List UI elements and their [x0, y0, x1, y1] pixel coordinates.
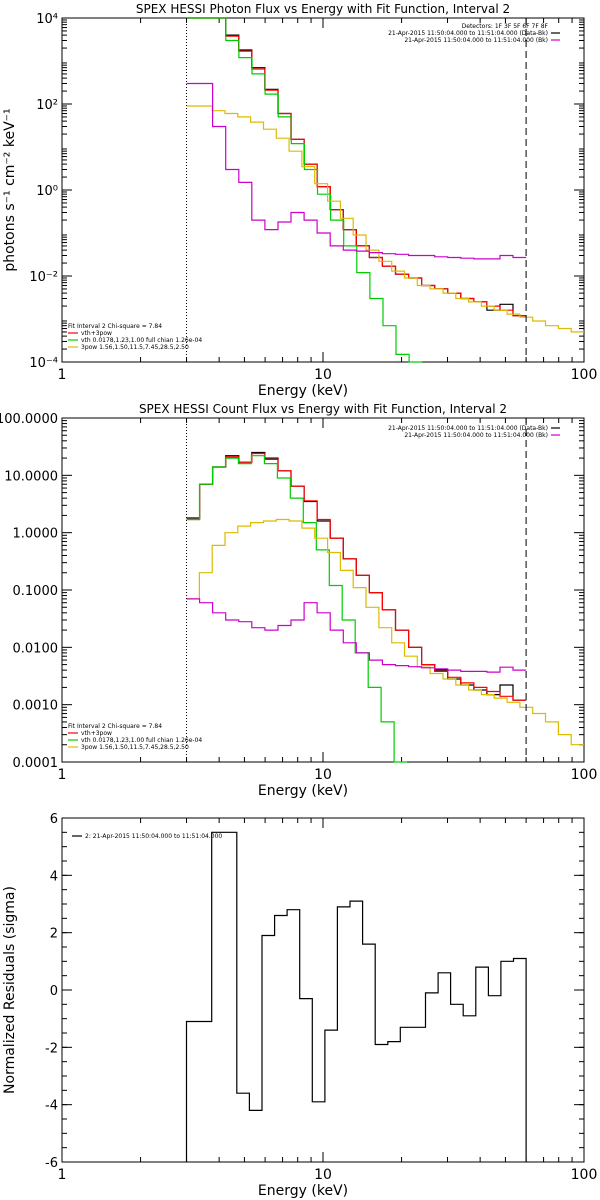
series-line-3 [186, 105, 584, 333]
plot-frame [61, 417, 585, 763]
y-tick-label: 10⁴ [36, 12, 58, 27]
x-axis-label: Energy (keV) [258, 783, 348, 799]
y-tick-label: 10⁻⁴ [29, 356, 58, 371]
y-tick-label: 100.0000 [0, 412, 58, 427]
y-tick-label: 10⁻² [29, 270, 58, 285]
legend-text: Fit Interval 2 Chi-square = 7.84 [68, 723, 162, 730]
series-line-4 [186, 82, 527, 260]
x-tick-label: 1 [58, 767, 67, 783]
y-tick-label: 10² [36, 98, 58, 113]
x-tick-label: 100 [571, 367, 598, 383]
chart-title: SPEX HESSI Count Flux vs Energy with Fit… [139, 402, 507, 416]
legend-text: 21-Apr-2015 11:50:04.000 to 11:51:04.000… [404, 432, 548, 439]
residuals-panel: 1 10 100 -6 -4 -2 0 2 4 6 Energy (keV) Normalized R… [2, 812, 597, 1199]
x-tick-label: 10 [314, 1167, 332, 1183]
y-tick-label: 6 [50, 812, 58, 827]
y-tick-label: 0.0100 [13, 641, 59, 656]
chart-title: SPEX HESSI Photon Flux vs Energy with Fi… [136, 2, 510, 16]
legend-text: 2: 21-Apr-2015 11:50:04.000 to 11:51:04.… [85, 833, 222, 840]
x-tick-label: 10 [314, 767, 332, 783]
x-tick-label: 100 [571, 767, 598, 783]
series-line-1 [186, 452, 527, 701]
y-tick-label: 10.0000 [4, 469, 58, 484]
y-tick-label: 10⁰ [36, 184, 58, 199]
y-tick-label: 0 [50, 984, 58, 999]
y-tick-label: 2 [50, 927, 58, 942]
plot-frame [61, 817, 585, 1163]
legend-text: Detectors: 1F 3F 5F 6F 7F 8F [462, 23, 549, 30]
series-line-0 [185, 831, 527, 1162]
legend-text: 21-Apr-2015 11:50:04.000 to 11:51:04.000… [404, 37, 548, 44]
legend-text: vth 0.0178,1.23,1.00 full chian 1.26e-04 [81, 337, 202, 344]
x-axis-label: Energy (keV) [258, 1183, 348, 1199]
series-line-0 [186, 451, 527, 701]
y-tick-label: -4 [45, 1099, 58, 1114]
series-line-3 [186, 518, 584, 746]
legend-text: 21-Apr-2015 11:50:04.000 to 11:51:04.000… [388, 425, 548, 432]
y-tick-label: 0.0010 [13, 699, 59, 714]
count-flux-panel: SPEX HESSI Count Flux vs Energy with Fit… [0, 402, 597, 799]
y-axis-label: Normalized Residuals (sigma) [2, 886, 18, 1094]
legend-text: vth+3pow [81, 730, 112, 737]
y-axis-label: photons s⁻¹ cm⁻² keV⁻¹ [2, 108, 18, 271]
x-tick-label: 100 [571, 1167, 598, 1183]
legend-text: 3pow 1.56,1.50,11.5,7.45,28.5,2.50 [81, 344, 189, 351]
x-tick-label: 10 [314, 367, 332, 383]
x-axis-label: Energy (keV) [258, 383, 348, 399]
legend-text: 21-Apr-2015 11:50:04.000 to 11:51:04.000… [388, 30, 548, 37]
photon-flux-panel: SPEX HESSI Photon Flux vs Energy with Fi… [2, 2, 597, 399]
series-line-2 [186, 455, 408, 763]
x-tick-label: 1 [58, 1167, 67, 1183]
y-tick-label: -6 [45, 1156, 58, 1171]
legend-text: vth 0.0178,1.23,1.00 full chian 1.26e-04 [81, 737, 202, 744]
legend-text: vth+3pow [81, 330, 112, 337]
legend-text: 3pow 1.56,1.50,11.5,7.45,28.5,2.50 [81, 744, 189, 751]
y-tick-label: -2 [45, 1041, 58, 1056]
series-line-2 [186, 17, 423, 363]
y-tick-label: 1.0000 [13, 527, 59, 542]
y-tick-label: 0.1000 [13, 584, 59, 599]
x-tick-label: 1 [58, 367, 67, 383]
y-tick-label: 4 [50, 869, 58, 884]
series-line-4 [186, 598, 527, 673]
y-tick-label: 0.0001 [13, 756, 59, 771]
legend-text: Fit Interval 2 Chi-square = 7.84 [68, 323, 162, 330]
series-line-1 [186, 17, 527, 317]
